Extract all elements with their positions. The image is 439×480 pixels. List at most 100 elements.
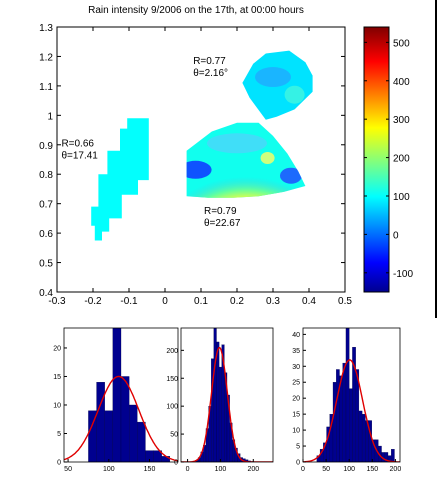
y-tick-label: 10 — [53, 402, 61, 409]
y-tick-label: 100 — [166, 404, 178, 411]
low-intensity-cell — [280, 167, 302, 184]
x-tick-label: -0.1 — [120, 296, 138, 307]
y-tick-label: 25 — [292, 380, 300, 387]
x-tick-label: 0.3 — [266, 296, 280, 307]
low-intensity-cell — [255, 67, 291, 88]
colorbar-ticks: -100 0 100 200 300 400 500 — [364, 38, 413, 280]
map-region-labels: R=0.66θ=17.41 R=0.77θ=2.16° R=0.79θ=22.67 — [61, 56, 240, 229]
normal-fit-curve — [64, 375, 178, 462]
y-tick-label: 40 — [292, 332, 300, 339]
histogram-bar — [213, 328, 217, 462]
colorbar-tick-label: -100 — [393, 269, 413, 280]
moderate-intensity-cell — [260, 152, 275, 165]
x-tick-label: 0.2 — [230, 296, 244, 307]
x-tick-label: 0 — [162, 296, 168, 307]
normal-fit-curve — [181, 346, 273, 462]
x-tick-label: 0 — [186, 466, 190, 473]
y-tick-label: 0.4 — [39, 288, 53, 299]
histogram-bar — [120, 376, 130, 462]
x-tick-label: 100 — [343, 466, 355, 473]
x-tick-label: 0.4 — [302, 296, 316, 307]
main-map-plot: Rain intensity 9/2006 on the 17th, at 00… — [39, 5, 352, 307]
y-tick-label: 15 — [292, 412, 300, 419]
x-tick-label: 150 — [144, 466, 156, 473]
histogram-left: 50 100 150 0 5 10 15 20 — [53, 327, 179, 473]
y-tick-label: 0.8 — [39, 170, 53, 181]
histogram-bar — [112, 328, 122, 462]
histogram-bar — [358, 410, 363, 462]
y-tick-label: 0.9 — [39, 141, 53, 152]
region-label-theta: θ=2.16° — [193, 68, 228, 79]
y-tick-label: 1.2 — [39, 52, 53, 63]
y-tick-label: 10 — [292, 428, 300, 435]
histogram-bar — [96, 382, 105, 462]
colorbar-tick-label: 500 — [393, 38, 410, 49]
moderate-intensity-cell — [284, 85, 305, 104]
x-tick-label: 50 — [322, 466, 330, 473]
histogram-bar — [216, 341, 220, 462]
colorbar-tick-label: 300 — [393, 115, 410, 126]
x-tick-label: 0.5 — [338, 296, 352, 307]
y-tick-label: 0 — [296, 460, 300, 467]
histogram-bar — [332, 382, 337, 462]
y-tick-label: 20 — [292, 396, 300, 403]
low-intensity-cell — [186, 160, 212, 179]
x-tick-label: -0.3 — [48, 296, 66, 307]
colorbar-tick-label: 200 — [393, 154, 410, 165]
y-tick-label: 35 — [292, 348, 300, 355]
histogram-bar — [361, 413, 366, 462]
y-tick-label: 5 — [296, 444, 300, 451]
x-tick-label: 0 — [301, 466, 305, 473]
colorbar-tick-label: 400 — [393, 77, 410, 88]
y-tick-label: 20 — [53, 345, 61, 352]
map-title: Rain intensity 9/2006 on the 17th, at 00… — [88, 5, 304, 16]
x-tick-label: 100 — [215, 466, 227, 473]
y-tick-label: 200 — [166, 348, 178, 355]
y-tick-label: 1 — [47, 111, 53, 122]
x-tick-label: 100 — [103, 466, 115, 473]
map-x-axis: -0.3 -0.2 -0.1 0 0.1 0.2 0.3 0.4 0.5 — [48, 27, 352, 307]
colorbar: -100 0 100 200 300 400 500 — [363, 26, 413, 293]
colorbar-tick-label: 0 — [393, 230, 399, 241]
histogram-bar — [336, 369, 340, 462]
x-tick-label: 150 — [366, 466, 378, 473]
x-tick-label: 200 — [390, 466, 402, 473]
y-tick-label: 50 — [170, 432, 178, 439]
histogram-bar — [349, 388, 353, 462]
y-tick-label: 15 — [53, 374, 61, 381]
histogram-bar — [345, 328, 350, 462]
histogram-axes-box — [302, 327, 401, 463]
y-tick-label: 5 — [57, 431, 61, 438]
histogram-right: 0 50 100 150 200 0 5 10 15 20 25 30 35 40 — [292, 327, 402, 473]
histogram-bar — [137, 421, 146, 462]
histogram-middle: 0 100 200 0 50 100 150 200 — [166, 327, 274, 473]
region-label-r: R=0.79 — [204, 206, 237, 217]
moderate-intensity-cell — [207, 133, 267, 154]
x-tick-label: 0.1 — [194, 296, 208, 307]
region-label-r: R=0.66 — [61, 138, 94, 149]
y-tick-label: 0.5 — [39, 259, 53, 270]
histogram-bars — [88, 328, 171, 462]
histogram-axes-box — [63, 327, 179, 463]
histogram-axes-box — [180, 327, 274, 463]
histogram-bar — [339, 375, 343, 462]
y-tick-label: 150 — [166, 376, 178, 383]
histogram-bar — [342, 362, 347, 462]
map-y-axis: 0.4 0.5 0.6 0.7 0.8 0.9 1 1.1 1.2 1.3 — [39, 23, 345, 299]
histogram-bar — [104, 410, 114, 462]
y-tick-label: 1.3 — [39, 23, 53, 34]
histogram-bar — [128, 404, 138, 462]
colorbar-gradient — [363, 26, 390, 293]
x-tick-label: 50 — [64, 466, 72, 473]
region-label-theta: θ=17.41 — [61, 150, 98, 161]
y-tick-label: 0.7 — [39, 200, 53, 211]
y-tick-label: 0 — [174, 460, 178, 467]
x-tick-label: -0.2 — [84, 296, 102, 307]
colorbar-tick-label: 100 — [393, 192, 410, 203]
histogram-bar — [218, 366, 222, 462]
y-tick-label: 30 — [292, 364, 300, 371]
region-label-r: R=0.77 — [193, 56, 226, 67]
region-label-theta: θ=22.67 — [204, 218, 241, 229]
y-tick-label: 0.6 — [39, 229, 53, 240]
